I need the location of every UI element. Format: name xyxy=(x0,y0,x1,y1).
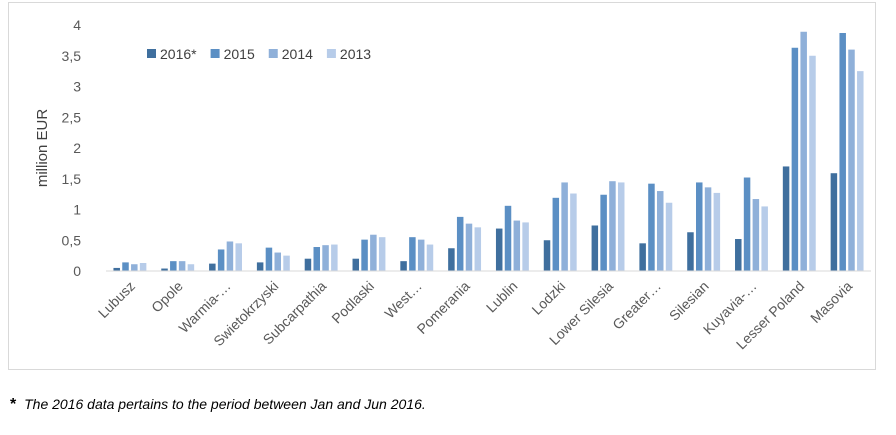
bar xyxy=(552,197,560,271)
footnote: * The 2016 data pertains to the period b… xyxy=(10,396,426,414)
bar xyxy=(456,216,464,271)
bar xyxy=(465,223,473,271)
bar xyxy=(857,71,864,271)
y-axis-label: million EUR xyxy=(34,109,51,188)
y-tick-label: 2 xyxy=(73,140,81,156)
bar xyxy=(417,239,425,271)
bar xyxy=(848,49,855,271)
bar xyxy=(122,262,129,271)
bar xyxy=(209,263,216,271)
footnote-marker: * xyxy=(10,396,17,413)
bar xyxy=(782,166,790,271)
bar xyxy=(704,187,712,271)
bar xyxy=(265,247,273,271)
bar xyxy=(361,239,368,271)
bar xyxy=(743,177,751,271)
bar-chart: 0 0,5 1 1,5 2 2,5 3 3,5 4 million EUR Lubusz Opole W… xyxy=(34,17,871,352)
bar xyxy=(617,182,625,271)
legend-swatch xyxy=(326,49,336,58)
bar xyxy=(187,264,195,271)
bar xyxy=(331,244,338,271)
bar xyxy=(226,241,234,271)
bar xyxy=(600,194,607,271)
bar xyxy=(426,244,434,271)
bar xyxy=(139,263,147,271)
bar xyxy=(639,243,646,271)
legend-swatch xyxy=(210,49,220,58)
x-tick-label: West… xyxy=(381,278,425,322)
footnote-text: The 2016 data pertains to the period bet… xyxy=(24,396,426,412)
legend-swatch xyxy=(268,49,278,58)
bar xyxy=(591,225,599,271)
bar xyxy=(217,249,225,271)
bar xyxy=(448,248,455,271)
bar xyxy=(256,262,264,271)
y-tick-label: 1,5 xyxy=(62,171,82,187)
legend-label: 2016* xyxy=(160,46,197,62)
y-tick-label: 4 xyxy=(73,17,81,33)
bar xyxy=(687,232,694,271)
y-tick-label: 0,5 xyxy=(62,232,82,248)
x-tick-label: Lublin xyxy=(483,278,521,316)
bar xyxy=(752,199,760,271)
bar xyxy=(495,228,503,271)
x-tick-label: Pomerania xyxy=(414,278,473,337)
bar xyxy=(304,258,312,271)
bar xyxy=(131,264,138,271)
bar xyxy=(648,183,655,271)
bar xyxy=(570,193,577,271)
bar xyxy=(522,222,529,271)
bar xyxy=(409,237,416,271)
x-tick-label: Opole xyxy=(148,278,186,316)
legend-swatch xyxy=(147,49,156,58)
bar xyxy=(370,234,377,271)
legend-label: 2015 xyxy=(224,46,255,62)
y-tick-label: 0 xyxy=(73,263,81,279)
bar xyxy=(513,220,521,271)
bar xyxy=(696,182,703,271)
bar xyxy=(504,205,512,271)
bar xyxy=(656,191,664,271)
bar xyxy=(178,261,186,271)
bar xyxy=(274,252,281,271)
x-tick-label: Podlaski xyxy=(328,278,377,327)
x-tick-label: Greater… xyxy=(609,278,664,333)
bar xyxy=(561,182,568,271)
y-tick-label: 1 xyxy=(73,202,81,218)
bar xyxy=(543,240,551,271)
bar xyxy=(735,239,742,271)
y-tick-label: 2,5 xyxy=(62,109,82,125)
bar xyxy=(378,237,386,271)
bar xyxy=(474,227,482,271)
bar xyxy=(839,32,846,272)
bar xyxy=(665,202,673,271)
y-tick-label: 3,5 xyxy=(62,48,82,64)
bar xyxy=(113,267,120,271)
bar xyxy=(161,268,168,271)
legend-label: 2014 xyxy=(282,46,313,62)
bar xyxy=(313,247,321,271)
y-tick-label: 3 xyxy=(73,79,81,95)
x-tick-label: Lodzki xyxy=(528,278,568,318)
bar xyxy=(800,31,807,271)
legend-label: 2013 xyxy=(340,46,371,62)
x-tick-label: Lubusz xyxy=(95,278,138,321)
chart-frame: 0 0,5 1 1,5 2 2,5 3 3,5 4 million EUR Lubusz Opole W… xyxy=(8,2,876,370)
bar xyxy=(761,206,768,271)
bar xyxy=(609,181,616,271)
bar xyxy=(400,261,407,271)
bar xyxy=(352,258,360,271)
bar xyxy=(791,47,799,271)
bar xyxy=(170,261,177,271)
x-tick-label: Masovia xyxy=(807,278,855,326)
bar xyxy=(235,243,242,271)
bar xyxy=(809,55,816,271)
x-tick-label: Silesian xyxy=(666,278,712,324)
bar xyxy=(713,192,721,271)
bar xyxy=(830,173,838,271)
bar xyxy=(283,255,290,271)
bar xyxy=(322,245,329,271)
